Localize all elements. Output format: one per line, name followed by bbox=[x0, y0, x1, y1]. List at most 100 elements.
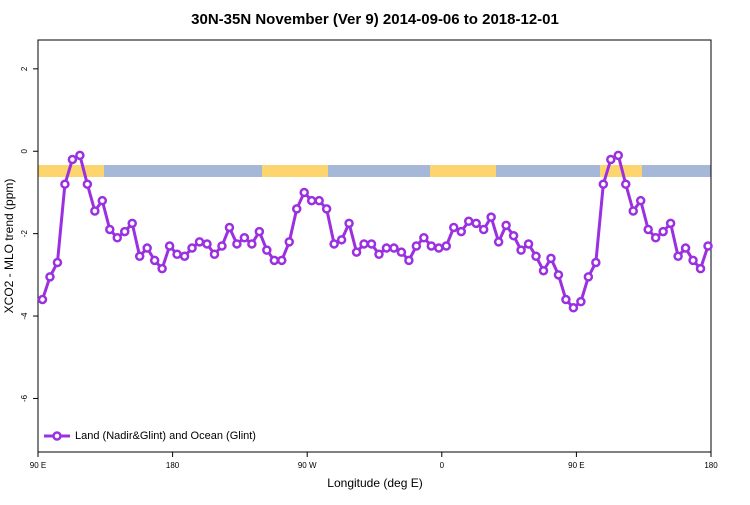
y-tick-label: 0 bbox=[20, 148, 29, 153]
point bbox=[127, 218, 137, 229]
point bbox=[262, 245, 272, 255]
point bbox=[157, 263, 167, 274]
point bbox=[366, 239, 377, 249]
point bbox=[60, 179, 70, 189]
point bbox=[493, 237, 504, 247]
point bbox=[456, 226, 466, 237]
point bbox=[254, 226, 265, 237]
point bbox=[187, 243, 197, 253]
legend-label: Land (Nadir&Glint) and Ocean (Glint) bbox=[75, 430, 256, 442]
point bbox=[142, 243, 152, 253]
point bbox=[658, 226, 668, 237]
point bbox=[239, 233, 250, 243]
point bbox=[351, 247, 362, 257]
point bbox=[202, 239, 212, 249]
point bbox=[434, 243, 444, 253]
point bbox=[321, 204, 332, 214]
point bbox=[119, 226, 130, 237]
point bbox=[561, 294, 571, 305]
point bbox=[673, 251, 683, 262]
x-tick-label: 180 bbox=[166, 461, 180, 470]
point bbox=[688, 255, 698, 266]
point bbox=[695, 263, 706, 274]
point bbox=[426, 241, 437, 251]
point bbox=[232, 239, 242, 249]
point bbox=[650, 233, 661, 243]
x-tick-label: 90 E bbox=[568, 461, 584, 470]
point bbox=[576, 296, 586, 307]
point bbox=[606, 154, 616, 165]
point bbox=[149, 255, 160, 266]
ocean-band bbox=[38, 165, 711, 177]
point bbox=[67, 154, 78, 165]
point bbox=[568, 303, 579, 313]
point bbox=[97, 195, 108, 206]
x-tick-label: 180 bbox=[704, 461, 718, 470]
x-tick-label: 90 E bbox=[30, 461, 46, 470]
point bbox=[75, 150, 85, 161]
point bbox=[277, 255, 287, 266]
point bbox=[82, 179, 93, 189]
x-tick-label: 0 bbox=[440, 461, 445, 470]
point bbox=[164, 241, 175, 251]
point bbox=[209, 249, 220, 259]
point bbox=[247, 239, 257, 249]
point bbox=[643, 224, 653, 235]
point bbox=[90, 206, 100, 216]
point bbox=[508, 230, 519, 241]
point bbox=[471, 218, 481, 229]
point bbox=[269, 255, 280, 266]
point bbox=[45, 272, 55, 282]
point bbox=[665, 218, 676, 229]
point bbox=[441, 241, 452, 251]
point bbox=[179, 251, 190, 262]
point bbox=[628, 206, 638, 216]
point bbox=[553, 270, 564, 280]
point bbox=[344, 218, 354, 229]
point bbox=[224, 222, 235, 233]
point bbox=[635, 195, 646, 206]
point bbox=[359, 239, 369, 249]
land-band bbox=[262, 165, 328, 177]
point bbox=[449, 222, 459, 233]
point bbox=[613, 150, 624, 161]
point bbox=[389, 243, 399, 253]
point bbox=[501, 220, 511, 231]
x-axis-label: Longitude (deg E) bbox=[327, 476, 422, 490]
surface-mask bbox=[38, 165, 711, 177]
point bbox=[52, 257, 63, 268]
point bbox=[314, 195, 324, 206]
point bbox=[598, 179, 609, 189]
point bbox=[374, 249, 384, 259]
point bbox=[299, 187, 309, 198]
point bbox=[680, 243, 691, 253]
point bbox=[381, 243, 392, 253]
point bbox=[194, 237, 205, 247]
point bbox=[463, 216, 474, 227]
point bbox=[411, 241, 422, 251]
y-tick-label: -6 bbox=[20, 394, 29, 402]
point bbox=[591, 257, 601, 268]
point bbox=[134, 251, 145, 262]
point bbox=[306, 195, 317, 206]
point bbox=[419, 233, 429, 243]
land-band bbox=[38, 165, 104, 177]
point bbox=[112, 233, 123, 243]
point bbox=[516, 245, 526, 255]
point bbox=[583, 272, 594, 282]
point bbox=[217, 241, 227, 251]
point bbox=[329, 239, 339, 249]
point bbox=[404, 255, 414, 266]
point bbox=[621, 179, 631, 189]
x-tick-label: 90 W bbox=[298, 461, 317, 470]
point bbox=[531, 251, 541, 262]
point bbox=[396, 247, 407, 257]
point bbox=[523, 239, 534, 249]
y-tick-label: -2 bbox=[20, 230, 29, 238]
point bbox=[703, 241, 713, 251]
point bbox=[291, 204, 302, 214]
legend-marker bbox=[52, 431, 62, 441]
point bbox=[172, 249, 182, 259]
point bbox=[105, 224, 115, 235]
